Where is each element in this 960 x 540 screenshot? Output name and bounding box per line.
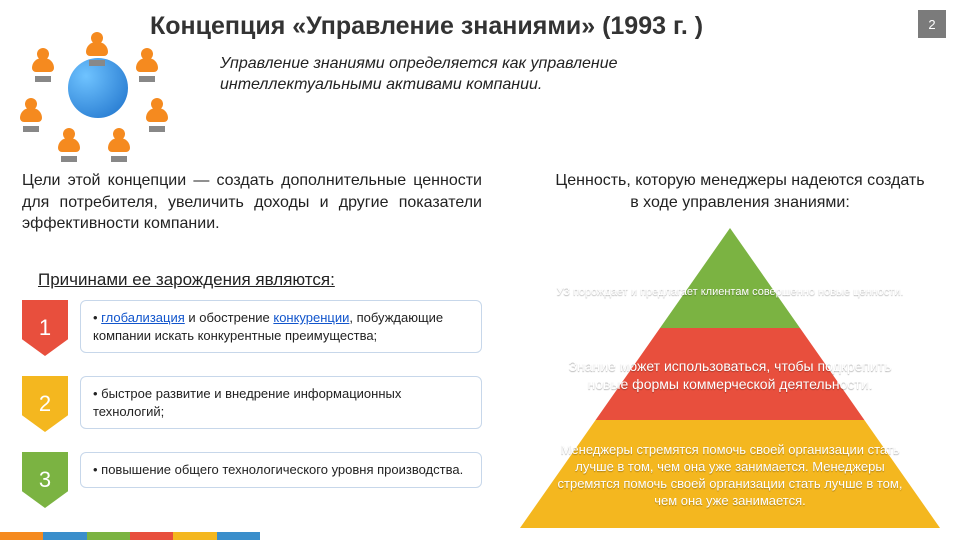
bar-segment: [130, 532, 173, 540]
reason-text: • повышение общего технологического уров…: [80, 452, 482, 488]
subtitle: Управление знаниями определяется как упр…: [220, 54, 690, 96]
reason-text: • быстрое развитие и внедрение информаци…: [80, 376, 482, 429]
bar-segment: [87, 532, 130, 540]
person-icon: [58, 128, 80, 158]
reasons-heading: Причинами ее зарождения являются:: [38, 270, 335, 290]
reason-number: 2: [22, 376, 68, 432]
pyramid-segment-label: Менеджеры стремятся помочь своей организ…: [520, 428, 940, 524]
pyramid-segment-label: Знание может использоваться, чтобы подкр…: [520, 334, 940, 416]
reasons-list: 1• глобализация и обострение конкуренции…: [22, 300, 482, 528]
bar-segment: [173, 532, 216, 540]
bottom-color-bar: [0, 532, 260, 540]
value-heading: Ценность, которую менеджеры надеются соз…: [550, 170, 930, 213]
bar-segment: [0, 532, 43, 540]
bar-segment: [217, 532, 260, 540]
reason-item: 1• глобализация и обострение конкуренции…: [22, 300, 482, 364]
person-icon: [86, 32, 108, 62]
value-pyramid: УЗ порождает и предлагает клиентам совер…: [520, 228, 940, 528]
network-icon: [18, 28, 178, 148]
pyramid-segment-label: УЗ порождает и предлагает клиентам совер…: [520, 260, 940, 324]
bar-segment: [43, 532, 86, 540]
globe-icon: [68, 58, 128, 118]
reason-item: 2• быстрое развитие и внедрение информац…: [22, 376, 482, 440]
person-icon: [20, 98, 42, 128]
person-icon: [32, 48, 54, 78]
reason-number: 3: [22, 452, 68, 508]
slide-number-badge: 2: [918, 10, 946, 38]
person-icon: [136, 48, 158, 78]
reason-item: 3 • повышение общего технологического уро…: [22, 452, 482, 516]
goals-paragraph: Цели этой концепции — создать дополнител…: [22, 170, 482, 235]
reason-number: 1: [22, 300, 68, 356]
reason-text: • глобализация и обострение конкуренции,…: [80, 300, 482, 353]
person-icon: [146, 98, 168, 128]
person-icon: [108, 128, 130, 158]
page-title: Концепция «Управление знаниями» (1993 г.…: [150, 12, 703, 41]
